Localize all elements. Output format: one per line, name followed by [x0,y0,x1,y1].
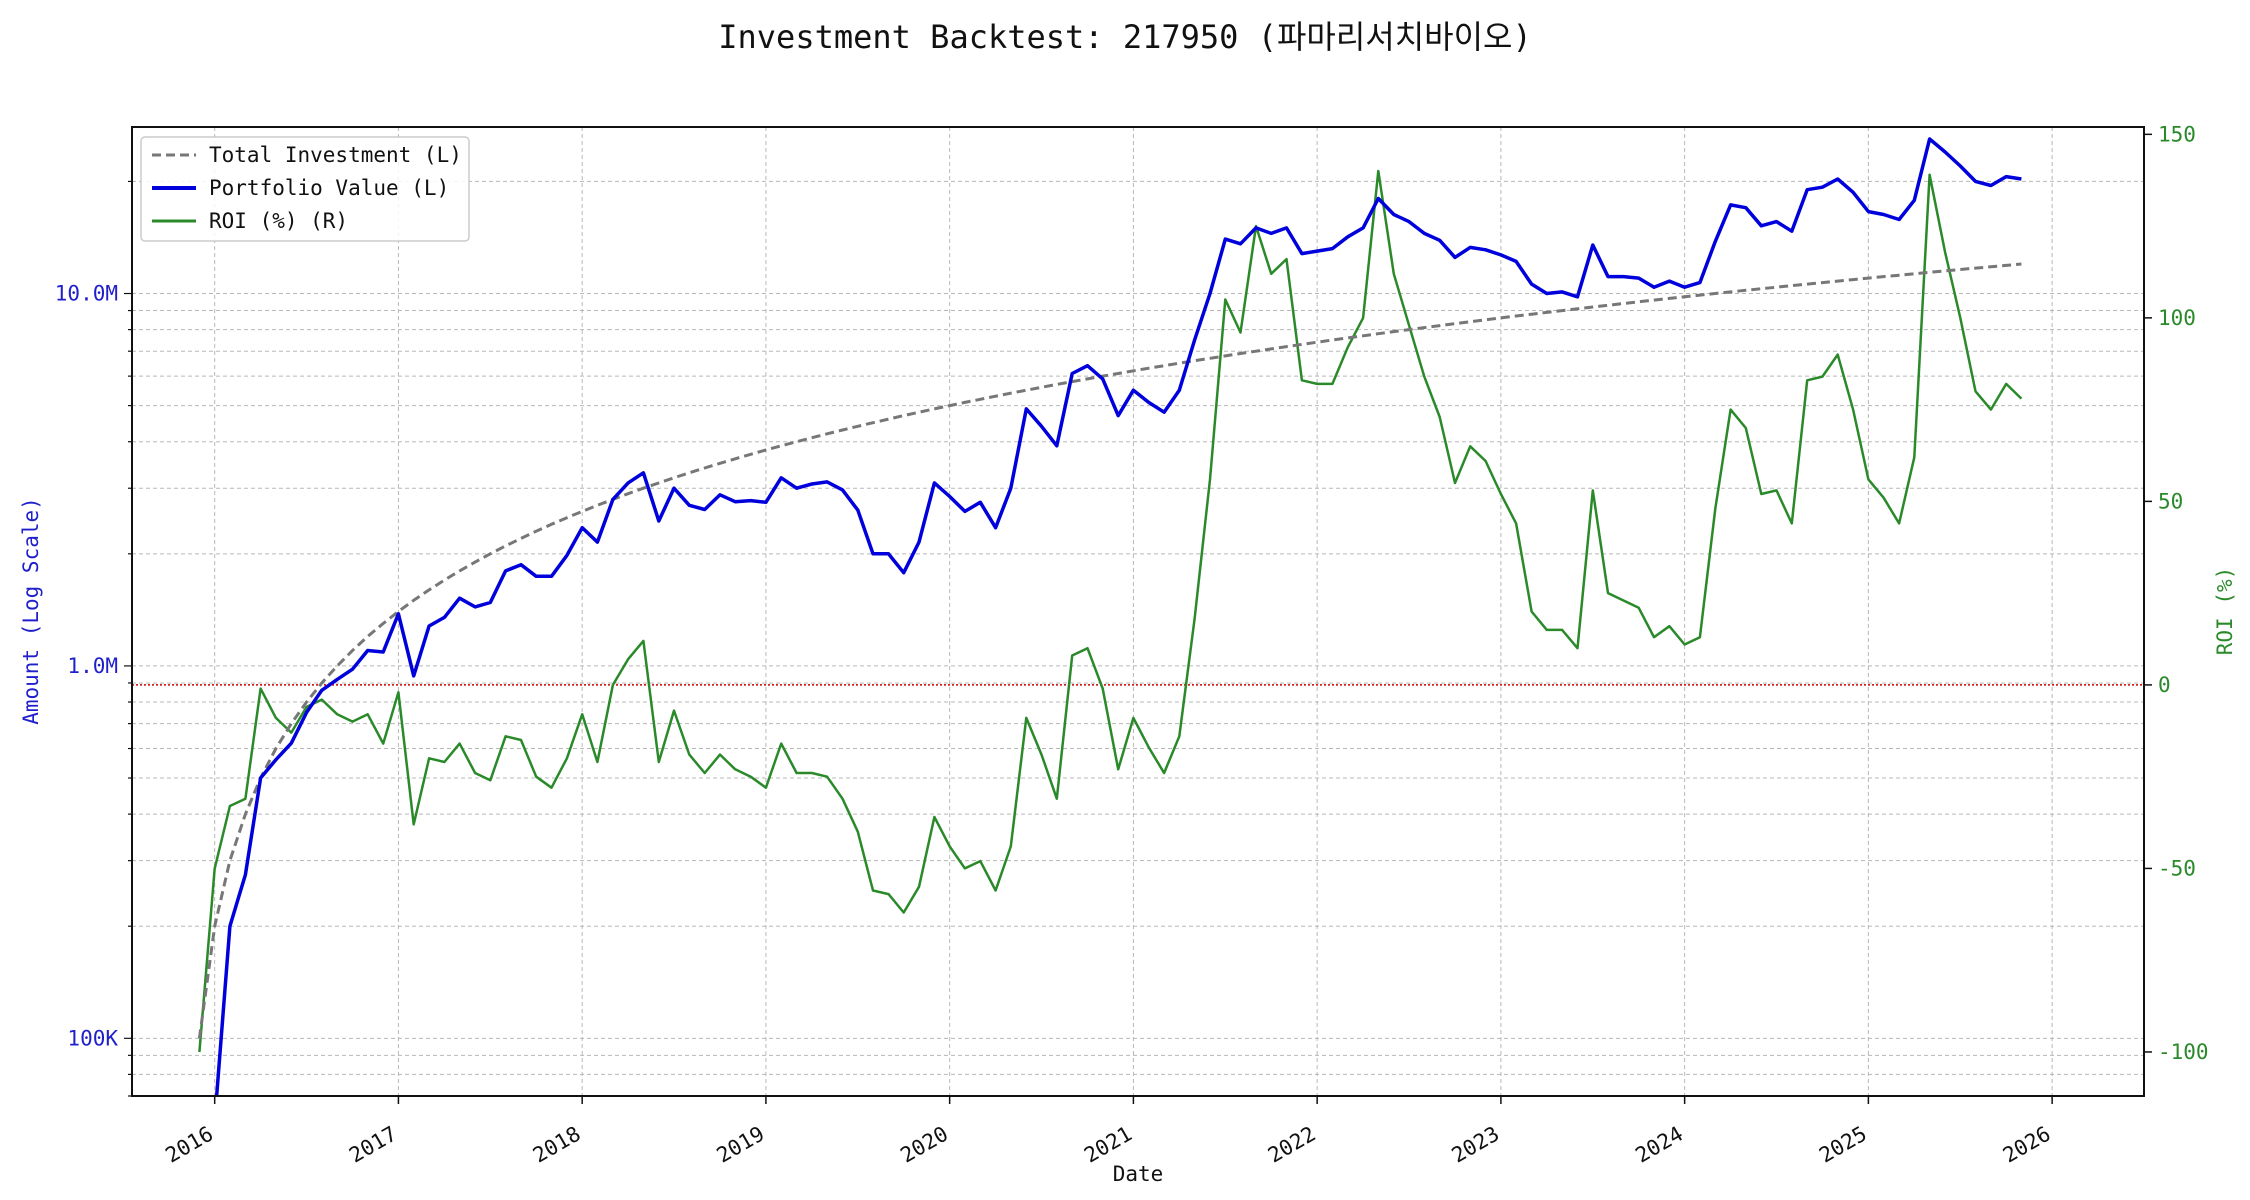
legend-box [140,136,470,242]
x-axis-label: Date [1113,1162,1164,1186]
y-right-tick-label: 0 [2158,673,2171,697]
y-left-tick-label: 10.0M [55,282,118,306]
x-tick-label: 2020 [896,1122,952,1168]
x-tick-label: 2021 [1080,1122,1136,1168]
legend: Total Investment (L) Portfolio Value (L)… [140,136,470,242]
x-tick-label: 2016 [161,1122,217,1168]
y-axis-right-label: ROI (%) [2213,567,2237,656]
y-right-tick-label: -50 [2158,856,2196,880]
x-tick-label: 2022 [1264,1122,1320,1168]
y-right-tick-label: 150 [2158,122,2196,146]
y-axis-left: 100K 1.0M 10.0M [55,180,132,1097]
y-right-tick-label: 100 [2158,306,2196,330]
y-right-tick-label: 50 [2158,489,2183,513]
roi-line [198,169,2023,1053]
portfolio-value-line [214,137,2022,1096]
legend-label-portfolio-value: Portfolio Value (L) [209,176,449,200]
x-tick-label: 2025 [1815,1122,1871,1168]
x-tick-label: 2018 [529,1122,585,1168]
series-layer [197,137,2023,1096]
x-axis: 2016 2017 2018 2019 2020 2021 2022 2023 2024 2025… [161,1096,2055,1168]
chart-title: Investment Backtest: 217950 (파마리서치바이오) [718,18,1532,56]
y-left-tick-label: 100K [67,1026,118,1050]
total-investment-line [197,262,2022,1039]
x-tick-label: 2024 [1631,1122,1687,1168]
y-right-tick-label: -100 [2158,1040,2209,1064]
y-axis-left-label: Amount (Log Scale) [19,497,43,725]
x-tick-label: 2026 [1999,1122,2055,1168]
grid [132,127,2144,1097]
x-tick-label: 2023 [1448,1122,1504,1168]
x-tick-label: 2017 [345,1122,401,1168]
y-axis-right: -100 -50 0 50 100 150 [2144,122,2209,1064]
x-tick-label: 2019 [713,1122,769,1168]
y-left-tick-label: 1.0M [67,654,118,678]
plot-frame [131,126,2145,1097]
legend-label-roi: ROI (%) (R) [209,209,348,233]
legend-label-total-investment: Total Investment (L) [209,143,462,167]
